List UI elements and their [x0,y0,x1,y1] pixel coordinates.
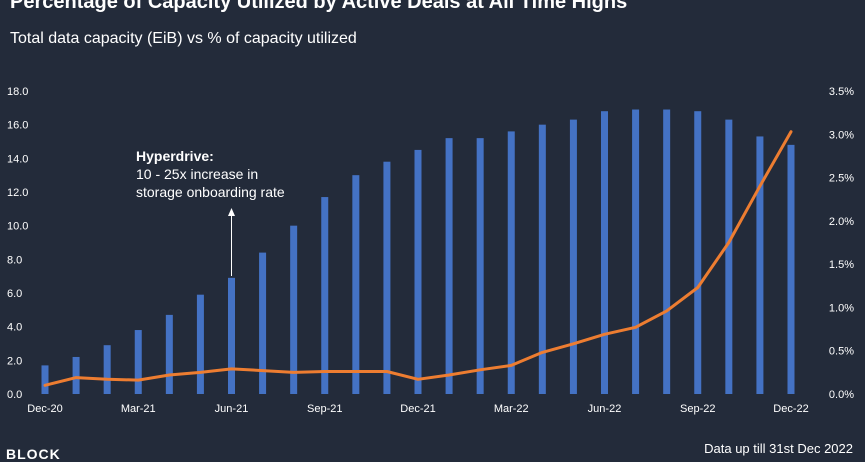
x-tick-label: Jun-21 [215,403,249,415]
right-tick-label: 1.5% [829,259,854,271]
bar-Jul-21 [259,253,266,394]
bar-Jan-21 [73,357,80,394]
data-note: Data up till 31st Dec 2022 [704,441,853,456]
right-tick-label: 2.0% [829,216,854,228]
x-tick-label: Dec-20 [27,403,62,415]
right-tick-label: 0.5% [829,346,854,358]
bar-Aug-22 [663,110,670,394]
x-tick-label: Sep-22 [680,403,715,415]
bar-Jun-21 [228,278,235,394]
bar-Mar-21 [135,330,142,394]
x-tick-label: Jun-22 [588,403,622,415]
left-tick-label: 14.0 [7,153,28,165]
left-tick-label: 6.0 [7,288,22,300]
bar-Nov-21 [383,162,390,394]
bar-May-21 [197,295,204,394]
bar-Dec-22 [788,145,795,394]
brand-logo: BLOCK [6,446,61,462]
bar-Feb-21 [104,345,111,394]
bar-Mar-22 [508,131,515,394]
bar-Sep-22 [694,111,701,394]
bar-Jul-22 [632,110,639,394]
right-tick-label: 1.0% [829,302,854,314]
x-axis: Dec-20 Mar-21 Jun-21 Sep-21 Dec-21 Mar-22 Jun-… [27,403,808,415]
bar-Feb-22 [477,138,484,394]
left-tick-label: 0.0 [7,389,22,401]
bar-Oct-22 [725,120,732,394]
bar-May-22 [570,120,577,394]
bar-Nov-22 [756,136,763,394]
right-tick-label: 0.0% [829,389,854,401]
left-tick-label: 12.0 [7,187,28,199]
bar-Aug-21 [290,226,297,394]
x-tick-label: Dec-22 [773,403,808,415]
left-tick-label: 10.0 [7,221,28,233]
annotation-line-1: 10 - 25x increase in [136,166,258,182]
left-tick-label: 4.0 [7,322,22,334]
right-axis: 0.0% 0.5% 1.0% 1.5% 2.0% 2.5% 3.0% 3.5% [829,86,854,401]
bar-Jan-22 [446,138,453,394]
x-tick-label: Sep-21 [307,403,342,415]
annotation-arrow-head [228,208,235,216]
annotation-line-2: storage onboarding rate [136,184,285,200]
x-tick-label: Mar-21 [121,403,156,415]
left-tick-label: 16.0 [7,120,28,132]
bar-Sep-21 [321,197,328,394]
left-tick-label: 2.0 [7,355,22,367]
bar-Oct-21 [352,175,359,394]
right-tick-label: 3.5% [829,86,854,98]
left-tick-label: 8.0 [7,254,22,266]
x-tick-label: Mar-22 [494,403,529,415]
annotation-title: Hyperdrive: [136,148,214,164]
x-tick-label: Dec-21 [400,403,435,415]
bar-Dec-21 [415,150,422,394]
bar-Dec-20 [42,365,49,394]
right-tick-label: 2.5% [829,173,854,185]
bar-Jun-22 [601,111,608,394]
left-tick-label: 18.0 [7,86,28,98]
bar-Apr-21 [166,315,173,394]
right-tick-label: 3.0% [829,129,854,141]
left-axis: 0.0 2.0 4.0 6.0 8.0 10.0 12.0 14.0 16.0 18.0 [7,86,28,401]
